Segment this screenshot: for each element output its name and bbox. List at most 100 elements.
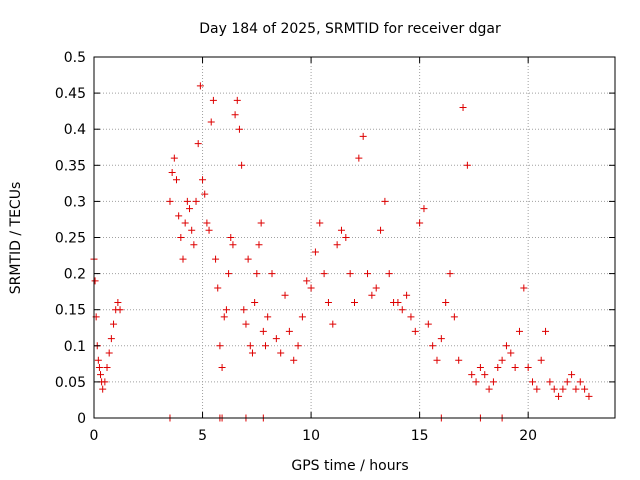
y-tick-label: 0.4: [64, 122, 86, 138]
data-point: [233, 96, 241, 104]
data-point: [424, 320, 432, 328]
data-point: [489, 378, 497, 386]
data-point: [212, 255, 220, 263]
data-point: [442, 298, 450, 306]
data-point: [550, 385, 558, 393]
y-tick-label: 0.35: [55, 158, 86, 174]
data-point: [537, 356, 545, 364]
y-tick-label: 0.3: [64, 194, 86, 210]
data-point: [105, 349, 113, 357]
y-tick-label: 0.15: [55, 303, 86, 319]
data-point: [248, 349, 256, 357]
data-point: [515, 327, 523, 335]
data-point: [199, 176, 207, 184]
data-point: [177, 234, 185, 241]
data-point: [359, 132, 367, 140]
data-point: [272, 335, 280, 343]
data-point: [95, 363, 103, 371]
data-point: [222, 306, 230, 314]
data-point: [188, 226, 196, 234]
data-point: [207, 118, 215, 126]
y-tick-label: 0.2: [64, 267, 86, 283]
data-point: [507, 349, 515, 357]
data-point: [209, 96, 217, 104]
data-point: [494, 363, 502, 371]
data-point: [403, 291, 411, 299]
data-point: [101, 378, 109, 386]
data-point: [342, 234, 350, 241]
data-point: [476, 363, 484, 371]
data-point: [455, 356, 463, 364]
data-point: [238, 161, 246, 169]
data-point: [277, 349, 285, 357]
data-point: [485, 385, 493, 393]
data-point: [307, 284, 315, 292]
data-point: [253, 270, 261, 278]
data-point: [203, 219, 211, 227]
chart-title: Day 184 of 2025, SRMTID for receiver dga…: [199, 21, 501, 37]
data-point: [351, 298, 358, 306]
data-point: [524, 363, 532, 371]
data-point: [324, 298, 332, 306]
y-tick-label: 0.25: [55, 231, 86, 247]
data-point: [502, 342, 510, 350]
data-point: [227, 234, 235, 241]
data-point: [555, 392, 563, 400]
data-point: [216, 342, 224, 350]
data-point: [251, 298, 259, 306]
y-tick-label: 0.45: [55, 86, 86, 102]
data-point: [303, 277, 311, 285]
x-tick-label: 15: [411, 428, 429, 444]
data-point: [346, 270, 354, 278]
data-point: [420, 205, 428, 213]
data-point: [214, 284, 222, 292]
x-axis-label: GPS time / hours: [291, 458, 408, 474]
data-point: [91, 277, 99, 285]
data-point: [285, 327, 293, 335]
data-point: [259, 327, 267, 335]
data-point: [381, 197, 389, 205]
data-point: [170, 154, 178, 162]
y-tick-label: 0: [77, 411, 86, 427]
data-point: [225, 270, 233, 278]
y-axis-label: SRMTID / TECUs: [8, 182, 24, 295]
data-point: [175, 212, 183, 220]
data-point: [463, 161, 471, 169]
data-point: [281, 291, 289, 299]
y-tick-label: 0.05: [55, 375, 86, 391]
data-point: [181, 219, 189, 227]
data-point: [411, 327, 419, 335]
data-point: [116, 306, 124, 314]
data-point: [240, 306, 248, 314]
data-point: [563, 378, 571, 386]
data-point: [311, 248, 319, 256]
data-point: [529, 378, 537, 386]
data-point: [377, 226, 385, 234]
data-point: [268, 270, 276, 278]
data-point: [481, 371, 489, 379]
data-point: [572, 385, 580, 393]
data-point: [459, 104, 467, 112]
data-point: [97, 371, 105, 379]
y-tick-label: 0.5: [64, 50, 86, 66]
data-point: [416, 219, 424, 227]
data-point: [186, 205, 194, 213]
data-point: [235, 125, 243, 133]
data-point: [264, 313, 272, 321]
data-point: [190, 241, 198, 249]
data-point: [385, 270, 393, 278]
data-point: [103, 363, 111, 371]
data-point: [429, 342, 437, 350]
x-tick-label: 20: [519, 428, 537, 444]
data-point: [99, 385, 107, 393]
x-tick-label: 5: [198, 428, 207, 444]
data-point: [520, 284, 528, 292]
data-point: [194, 140, 202, 148]
data-point: [201, 190, 209, 198]
data-point: [533, 385, 541, 393]
data-point: [355, 154, 363, 162]
data-point: [581, 385, 589, 393]
data-point: [329, 320, 337, 328]
data-point: [450, 313, 458, 321]
x-tick-label: 10: [302, 428, 320, 444]
